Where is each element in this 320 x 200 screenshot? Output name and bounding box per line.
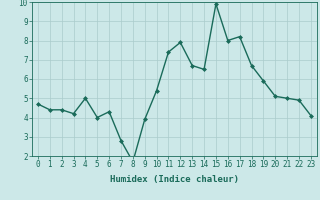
- X-axis label: Humidex (Indice chaleur): Humidex (Indice chaleur): [110, 175, 239, 184]
